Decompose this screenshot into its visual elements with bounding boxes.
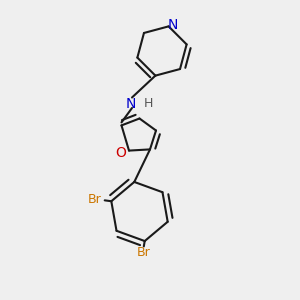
Text: H: H xyxy=(144,97,153,110)
Text: Br: Br xyxy=(88,193,102,206)
Text: Br: Br xyxy=(136,246,150,259)
Text: N: N xyxy=(168,18,178,32)
Text: N: N xyxy=(125,97,136,110)
Text: O: O xyxy=(115,146,126,160)
